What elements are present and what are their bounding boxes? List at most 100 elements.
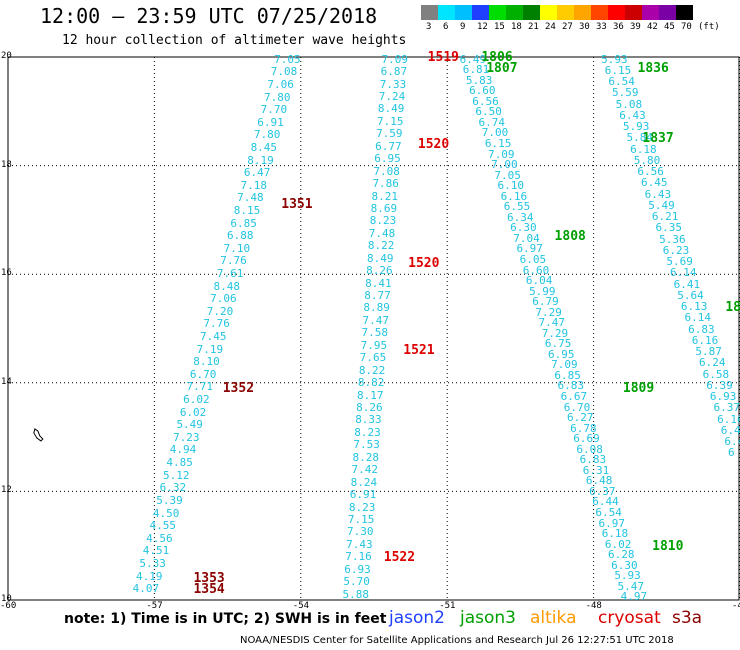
wave-height-value: 6.10 [497, 179, 524, 193]
pass-time-label: 1809 [622, 381, 655, 397]
wave-height-value: 6.30 [510, 221, 537, 235]
wave-height-value: 4.07 [132, 582, 160, 596]
wave-height-value: 5.47 [617, 579, 644, 593]
wave-height-value: 8.77 [364, 289, 391, 303]
wave-height-value: 6.83 [688, 322, 715, 336]
wave-height-value: 7.08 [270, 65, 298, 79]
wave-height-value: 5.39 [156, 493, 183, 507]
wave-height-value: 4.56 [146, 531, 173, 545]
colorbar-label: 15 [494, 22, 505, 32]
wave-height-value: 5.59 [611, 86, 639, 100]
wave-height-value: 7.45 [200, 330, 227, 344]
wave-height-value: 7.53 [353, 438, 380, 452]
wave-height-value: 7.09 [488, 147, 515, 161]
colorbar-swatch [506, 5, 523, 20]
wave-height-value: 6.58 [702, 367, 730, 381]
wave-height-value: 6.39 [706, 378, 733, 392]
colorbar-swatch [438, 5, 455, 20]
wave-height-value: 4.19 [136, 569, 163, 583]
wave-height-value: 6.04 [525, 274, 553, 288]
wave-height-value: 7.61 [216, 267, 244, 280]
wave-height-value: 8.23 [348, 500, 376, 514]
wave-height-value: 6.41 [673, 277, 701, 291]
wave-height-value: 7.23 [173, 430, 200, 444]
wave-height-value: 6.21 [651, 210, 679, 224]
wave-height-value: 6.16 [500, 189, 528, 203]
pass-time-label: 1520 [417, 136, 450, 152]
wave-height-value: 6.97 [516, 242, 543, 256]
colorbar-label: 21 [528, 22, 539, 32]
colorbar-swatch [608, 5, 625, 20]
lon-tick-label: -54 [292, 601, 310, 611]
colorbar-label: 36 [613, 22, 624, 32]
lat-tick-label: 12 [1, 485, 12, 496]
colorbar-label: 30 [579, 22, 590, 32]
wave-height-value: 6.43 [619, 108, 646, 122]
wave-height-value: 5.99 [529, 284, 556, 298]
wave-height-value: 6.70 [189, 367, 217, 381]
pass-time-label: 1519 [427, 50, 459, 65]
wave-height-value: 6.74 [478, 115, 506, 129]
wave-height-value: 6.83 [579, 453, 607, 467]
lat-tick-label: 14 [1, 376, 12, 387]
pass-time-label: 1353 [193, 571, 225, 587]
wave-height-value: 5.80 [633, 153, 661, 167]
wave-height-value: 8.24 [350, 475, 378, 489]
wave-height-value: 7.20 [206, 304, 234, 318]
wave-height-value: 6.13 [680, 300, 708, 314]
wave-height-value: 6.93 [344, 562, 371, 576]
wave-height-value: 6.85 [230, 216, 257, 230]
wave-height-value: 6.67 [560, 390, 588, 403]
wave-height-value: 6.34 [506, 210, 534, 224]
wave-height-value: 6.16 [691, 333, 719, 347]
wave-height-value: 6.56 [637, 165, 664, 179]
wave-height-value: 5.93 [601, 52, 628, 66]
pass-time-label: 1836 [637, 60, 669, 76]
pass-time-label: 1837 [642, 131, 674, 147]
wave-height-value: 6.02 [604, 537, 632, 551]
wave-height-value: 6.37 [589, 484, 616, 498]
legend-item-jason2: jason2 [389, 608, 445, 628]
wave-height-value: 7.42 [351, 463, 379, 477]
pass-time-label: 1807 [486, 60, 518, 76]
wave-height-value: 6.02 [179, 405, 207, 419]
lon-tick-label: -57 [146, 601, 163, 611]
legend-item-jason3: jason3 [460, 608, 516, 628]
wave-height-value: 6.91 [349, 488, 377, 502]
wave-height-value: 7.80 [264, 90, 291, 104]
wave-height-value: 6.83 [557, 379, 584, 393]
legend-item-cryosat: cryosat [598, 608, 661, 628]
wave-height-value: 6.24 [698, 356, 726, 370]
wave-height-value: 7.00 [481, 126, 509, 140]
wave-height-value: 5.12 [162, 468, 190, 482]
wave-height-value: 7.70 [260, 103, 288, 117]
pass-time-label: 1354 [193, 582, 225, 598]
legend-item-s3a: s3a [672, 608, 703, 628]
wave-height-value: 5.49 [176, 418, 203, 432]
colorbar-label: 39 [630, 22, 641, 32]
wave-height-value: 6.32 [159, 481, 187, 495]
page-subtitle: 12 hour collection of altimeter wave hei… [62, 33, 407, 48]
wave-height-value: 7.04 [513, 231, 540, 245]
wave-height-value: 6.27 [566, 411, 594, 425]
colorbar-swatch [523, 5, 540, 20]
pass-time-label: 183 [725, 299, 740, 315]
lat-tick-label: 20 [1, 51, 12, 61]
wave-height-value: 6.49 [459, 52, 487, 66]
wave-height-value: 8.89 [363, 301, 390, 315]
wave-height-value: 6.78 [570, 421, 597, 435]
wave-height-value: 6.4 [724, 435, 740, 449]
wave-height-value: 6.81 [462, 63, 490, 77]
wave-height-value: 8.21 [371, 189, 399, 203]
wave-height-value: 6.95 [374, 152, 401, 166]
lon-tick-label: -51 [439, 601, 456, 611]
wave-height-value: 6.43 [644, 187, 672, 201]
colorbar-swatch [421, 5, 438, 20]
wave-height-value: 7.05 [274, 52, 301, 66]
wave-height-value: 7.43 [346, 537, 373, 551]
wave-height-value: 5.87 [695, 345, 722, 359]
wave-height-value: 8.41 [365, 276, 392, 290]
wave-height-value: 7.15 [347, 512, 375, 526]
wave-height-value: 7.86 [372, 177, 399, 191]
